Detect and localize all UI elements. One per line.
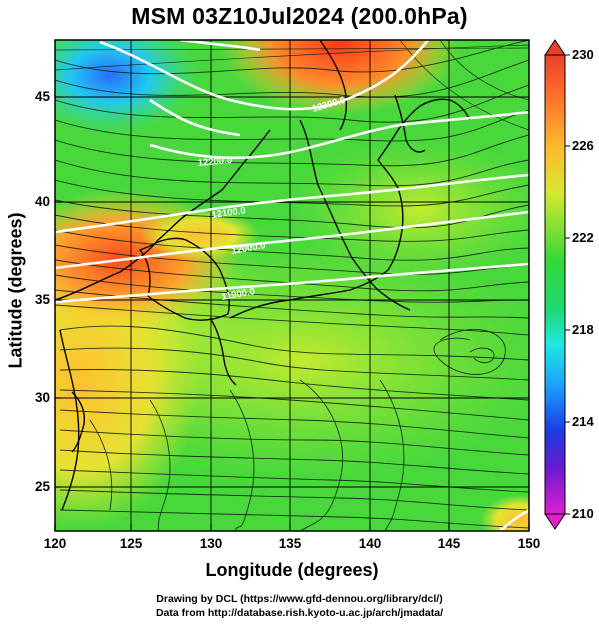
x-tick-label: 145	[437, 536, 461, 551]
y-tick-label: 40	[34, 194, 50, 209]
x-tick-label: 140	[358, 536, 382, 551]
axis-tick-marks	[54, 96, 530, 531]
x-tick-label: 135	[278, 536, 302, 551]
colorbar-tick-label: 222	[572, 230, 594, 245]
credit-drawing: Drawing by DCL (https://www.gfd-dennou.o…	[156, 593, 443, 605]
colorbar-tick-label: 226	[572, 138, 594, 153]
colorbar-tick-label: 218	[572, 322, 594, 337]
x-axis-label: Longitude (degrees)	[205, 560, 379, 580]
credit-data: Data from http://database.rish.kyoto-u.a…	[155, 607, 444, 619]
colorbar-tick-label: 230	[572, 47, 594, 62]
chart-title: MSM 03Z10Jul2024 (200.0hPa)	[131, 3, 468, 29]
coastlines	[55, 40, 471, 511]
x-tick-label: 125	[119, 536, 143, 551]
y-axis-label: Latitude (degrees)	[5, 212, 26, 369]
x-tick-label: 120	[43, 536, 67, 551]
contour-label: 12200.0	[197, 155, 232, 169]
contour-labels: 12300.0 12200.0 12100.0 12000.0 11900.0	[197, 95, 347, 303]
temperature-field	[55, 40, 529, 531]
contour-label: 12100.0	[211, 205, 247, 221]
y-tick-label: 35	[34, 292, 50, 307]
colorbar-tick-label: 214	[572, 414, 594, 429]
plot-frame	[54, 39, 530, 532]
x-tick-label: 150	[517, 536, 541, 551]
height-contours	[55, 40, 529, 531]
colorbar-tick-label: 210	[572, 506, 594, 521]
colorbar	[544, 39, 570, 530]
y-tick-label: 45	[34, 89, 50, 104]
y-tick-label: 25	[34, 479, 50, 494]
x-tick-label: 130	[199, 536, 223, 551]
y-tick-label: 30	[34, 390, 50, 405]
